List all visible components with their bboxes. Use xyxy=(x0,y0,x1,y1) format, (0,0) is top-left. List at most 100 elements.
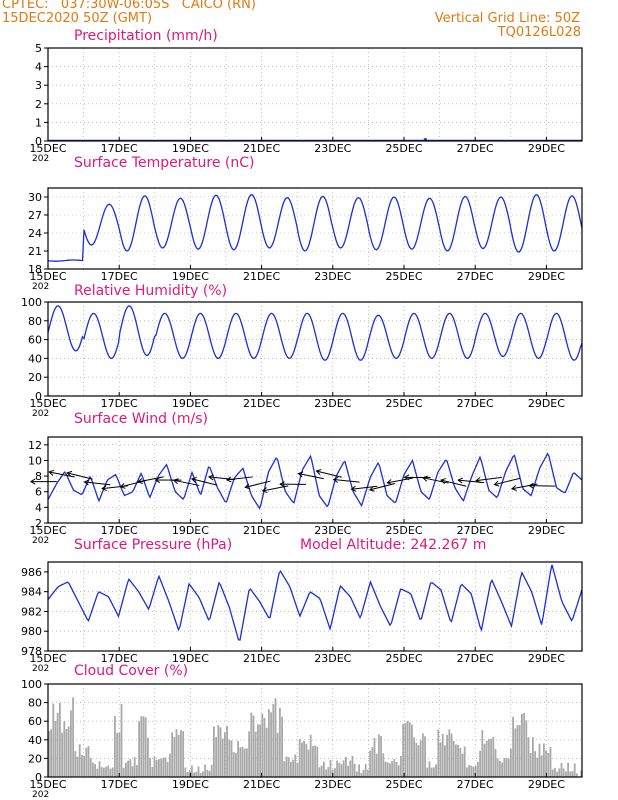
cloud-bar xyxy=(52,703,55,777)
wind-arrow-head xyxy=(66,470,73,477)
cloud-bar xyxy=(450,733,453,777)
cloud-bar xyxy=(503,758,506,777)
cloud-bar xyxy=(164,757,167,777)
cloud-bar xyxy=(162,757,165,777)
cloud-bar xyxy=(408,722,411,777)
year-stub: 202 xyxy=(32,790,49,800)
cloud-bar xyxy=(426,767,429,777)
x-tick-label: 19DEC xyxy=(172,652,209,665)
cloud-bar xyxy=(395,761,398,777)
cloud-bar xyxy=(237,740,239,777)
cloud-bar xyxy=(347,765,349,777)
wind-arrow xyxy=(84,481,111,486)
wind-arrow-head xyxy=(48,469,55,476)
cloud-bar xyxy=(433,767,435,777)
cloud-bar xyxy=(419,740,422,777)
run-date: 15DEC2020 50Z (GMT) xyxy=(2,11,153,26)
x-tick-label: 23DEC xyxy=(314,142,351,155)
cloud-bar xyxy=(197,766,200,777)
cloud-bar xyxy=(435,764,437,777)
y-tick-label: 984 xyxy=(21,586,42,599)
cloud-bar xyxy=(400,755,402,777)
wind-arrow xyxy=(226,476,253,481)
wind-arrow-head xyxy=(332,476,339,483)
x-tick-label: 21DEC xyxy=(243,270,280,283)
y-tick-label: 21 xyxy=(28,245,42,258)
cloud-bar xyxy=(342,760,345,777)
cloud-bar xyxy=(459,747,462,777)
wind-arrow-head xyxy=(101,485,108,492)
panel-title: Surface Temperature (nC) xyxy=(74,155,255,171)
cloud-bar xyxy=(477,761,479,777)
cloud-bar xyxy=(441,733,444,777)
y-tick-label: 1 xyxy=(35,116,42,129)
wind-arrow-head xyxy=(119,482,126,489)
cloud-bar xyxy=(263,717,266,777)
cloud-bar xyxy=(353,763,356,777)
wind-arrow-head xyxy=(190,476,197,483)
wind-arrow-head xyxy=(208,474,214,481)
cloud-bar xyxy=(186,772,189,777)
cloud-bar xyxy=(272,704,275,777)
cloud-bar xyxy=(155,760,158,777)
cloud-bar xyxy=(468,765,470,777)
cloud-bar xyxy=(131,766,134,777)
cloud-bar xyxy=(329,759,332,777)
cloud-bar xyxy=(188,770,191,777)
cloud-bar xyxy=(204,764,206,777)
humidity-line xyxy=(47,305,583,361)
cloud-bar xyxy=(70,710,72,777)
wind-arrow-head xyxy=(386,479,393,486)
cloud-bar xyxy=(103,767,105,777)
cloud-bar xyxy=(384,761,387,777)
cloud-bar xyxy=(270,712,272,777)
x-tick-label: 17DEC xyxy=(101,778,138,791)
wind-arrow-head xyxy=(457,477,463,484)
cloud-bar xyxy=(105,766,107,777)
cloud-bar xyxy=(98,761,101,777)
wind-arrow-head xyxy=(350,485,357,492)
x-tick-label: 25DEC xyxy=(385,778,422,791)
cloud-bar xyxy=(472,766,475,777)
cloud-bar xyxy=(382,753,385,777)
cloud-bar xyxy=(483,743,486,777)
x-tick-label: 17DEC xyxy=(101,524,138,537)
cloud-bar xyxy=(63,721,66,777)
y-tick-label: 3 xyxy=(35,79,42,92)
cloud-bar xyxy=(327,767,330,777)
wind-arrow-head xyxy=(137,478,144,485)
cloud-bar xyxy=(287,757,290,777)
cloud-bar xyxy=(554,767,556,777)
x-tick-label: 19DEC xyxy=(172,270,209,283)
cloud-bar xyxy=(345,756,347,777)
cloud-bar xyxy=(180,730,182,777)
year-stub: 202 xyxy=(32,282,49,292)
cloud-bar xyxy=(171,732,173,777)
x-tick-label: 15DEC xyxy=(29,397,66,410)
wind-arrow-head xyxy=(475,477,481,484)
cloud-bar xyxy=(463,746,466,777)
y-tick-label: 6 xyxy=(35,486,42,499)
cloud-bar xyxy=(545,750,547,777)
panel-frame xyxy=(47,301,583,397)
y-tick-label: 0 xyxy=(35,135,42,148)
cloud-bar xyxy=(567,762,569,777)
cloud-bar xyxy=(364,764,367,777)
cloud-bar xyxy=(116,732,118,777)
cloud-bar xyxy=(175,729,178,777)
cloud-bar xyxy=(316,746,319,777)
x-tick-label: 19DEC xyxy=(172,142,209,155)
cloud-bar xyxy=(529,752,532,777)
cloud-bar xyxy=(243,748,246,777)
cloud-bar xyxy=(510,748,512,777)
y-tick-label: 0 xyxy=(35,390,42,403)
y-tick-label: 24 xyxy=(28,227,42,240)
cloud-bar xyxy=(235,753,237,777)
cloud-bar xyxy=(96,768,99,777)
x-tick-label: 25DEC xyxy=(385,397,422,410)
cloud-bar xyxy=(67,726,70,777)
cloud-bar xyxy=(248,731,250,777)
cloud-bar xyxy=(268,709,270,777)
cloud-bar xyxy=(397,765,400,777)
cloud-bar xyxy=(369,750,371,777)
